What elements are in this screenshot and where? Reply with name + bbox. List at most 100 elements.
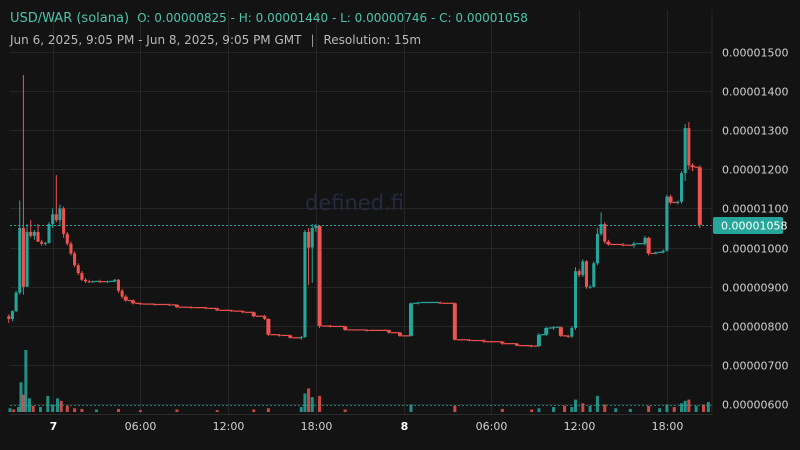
candle-body [138,303,143,305]
volume-bar [73,408,77,412]
candle-body [32,231,36,236]
candle-body [310,228,314,248]
candle-body [566,335,570,337]
candle [577,269,581,278]
candle-body [84,279,88,282]
candle [153,303,169,306]
candle-body [653,252,658,254]
candle-body [153,304,158,306]
volume-bar [21,394,25,412]
candle [36,224,40,242]
candle-body [87,281,91,283]
volume-bar [500,408,504,412]
candle [566,334,570,338]
candle-body [266,318,271,335]
candle-body [47,224,51,243]
candle [21,75,25,295]
candle-body [668,196,673,203]
candle [263,315,267,321]
candle-body [98,281,103,283]
price-axis[interactable]: 0.00001500 0.00001400 0.00001300 0.00001200… [722,47,788,412]
candle-body [438,302,443,304]
candle-body [116,279,120,291]
y-tick-label: 0.00001000 [722,243,788,256]
volume-bar [266,408,270,412]
volume-bar [65,405,69,412]
candle-body [632,243,636,246]
volume-bar [530,409,534,412]
x-tick-label: 7 [50,420,58,433]
candle-body [14,292,18,312]
candle-body [288,335,293,338]
candle-body [10,311,14,319]
volume-bar [59,400,63,412]
candle-body [500,341,505,344]
candle-body [240,311,245,313]
y-tick-label: 0.00000800 [722,321,788,334]
volume-bar [51,404,55,412]
volume-bar [628,408,632,412]
candle-body [606,241,611,245]
candle-body [7,316,11,319]
y-tick-label: 0.00001500 [722,47,788,60]
candle [87,279,91,283]
candle-body [113,279,117,282]
candle [174,304,191,308]
candle [40,239,44,246]
volume-bar [603,404,607,412]
candle-body [365,329,370,331]
candle [606,239,623,246]
candle [343,325,367,332]
candle [51,208,55,228]
candle-body [592,263,596,287]
volume-bar [706,402,710,412]
candle [581,259,585,278]
candle-body [676,201,680,203]
time-axis[interactable]: 7 06:00 12:00 18:00 8 06:00 12:00 18:00 [50,420,684,433]
candle-body [573,271,578,328]
candle-body [29,231,33,236]
candle [240,310,253,314]
candle-body [452,303,457,340]
candle [25,224,29,287]
volume-bar [537,408,541,412]
volume-bar [303,393,307,412]
candle-body [90,281,95,283]
candle-body [687,128,691,166]
candle-body [697,167,702,225]
volume-bar [307,388,311,412]
candle-body [204,307,209,309]
candle [570,326,574,338]
candle [14,290,18,313]
candle-body [299,337,303,339]
candle-body [76,265,80,274]
candle-body [387,330,392,333]
candle-body [73,253,77,266]
candle [398,331,410,338]
candle [328,324,345,328]
candle-body [80,273,84,280]
candle-body [215,308,220,311]
candle [438,301,454,305]
candle [65,231,69,246]
volume-bar [46,395,50,412]
volume-bar [701,404,705,412]
candle-body [40,241,44,244]
x-tick-label: 12:00 [213,420,245,433]
candle [307,228,311,285]
candle-body [588,286,592,288]
candle-body [584,261,588,287]
y-tick-label: 0.00000700 [722,360,788,373]
volume-bar [552,407,556,412]
candle [18,200,22,295]
candle [62,206,66,238]
candle-body [621,244,626,246]
candle [47,222,51,244]
candle [113,278,117,283]
candle [365,329,389,332]
volume-bar [581,403,585,412]
volume-bar [588,405,592,412]
y-tick-label: 0.00000900 [722,282,788,295]
candle-body [665,196,669,251]
